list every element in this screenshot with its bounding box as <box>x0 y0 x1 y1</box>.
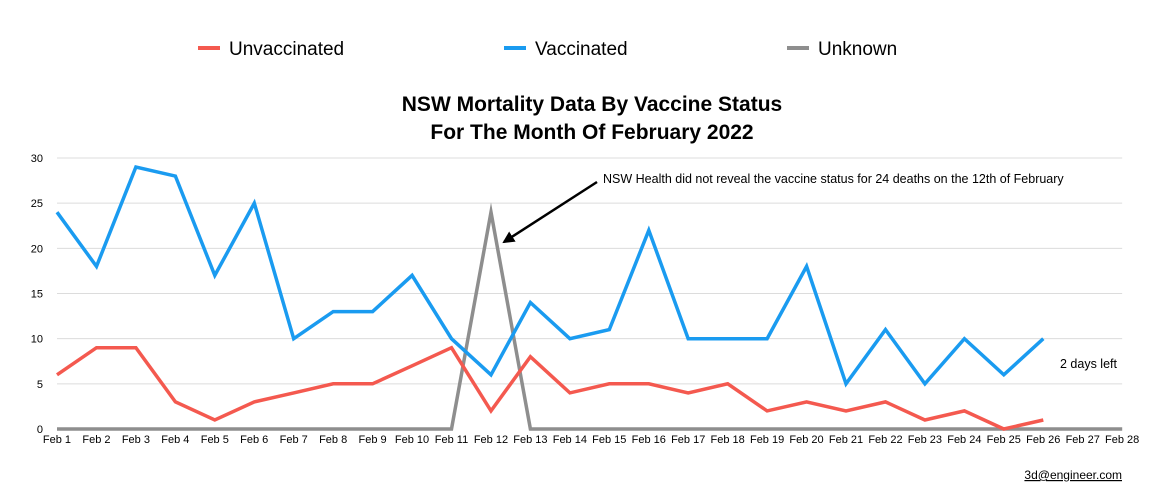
chart-legend: Unvaccinated Vaccinated Unknown <box>198 39 897 60</box>
legend-label-unknown: Unknown <box>818 39 897 60</box>
x-tick-label: Feb 2 <box>82 434 110 446</box>
legend-label-vaccinated: Vaccinated <box>535 39 628 60</box>
x-tick-label: Feb 21 <box>829 434 863 446</box>
y-tick-label: 5 <box>37 379 43 391</box>
chart-title-line-2: For The Month Of February 2022 <box>430 121 753 144</box>
annotation-text: NSW Health did not reveal the vaccine st… <box>603 172 1064 186</box>
x-axis-ticks: Feb 1 Feb 2 Feb 3 Feb 4 Feb 5 Feb 6 Feb 7 Feb 8… <box>43 434 1139 446</box>
x-tick-label: Feb 6 <box>240 434 268 446</box>
x-tick-label: Feb 8 <box>319 434 347 446</box>
y-tick-label: 15 <box>31 289 43 301</box>
y-tick-label: 20 <box>31 243 43 255</box>
x-tick-label: Feb 16 <box>632 434 666 446</box>
series-line-unvaccinated <box>56 345 1044 431</box>
x-tick-label: Feb 26 <box>1026 434 1060 446</box>
days-left-note: 2 days left <box>1060 357 1118 371</box>
x-tick-label: Feb 12 <box>474 434 508 446</box>
x-tick-label: Feb 25 <box>987 434 1021 446</box>
gridlines <box>57 157 1123 385</box>
annotation-arrow <box>502 180 598 244</box>
x-tick-label: Feb 10 <box>395 434 429 446</box>
x-tick-label: Feb 9 <box>359 434 387 446</box>
x-tick-label: Feb 15 <box>592 434 626 446</box>
x-tick-label: Feb 3 <box>122 434 150 446</box>
y-tick-label: 25 <box>31 198 43 210</box>
y-tick-label: 0 <box>37 424 43 436</box>
chart-title-line-1: NSW Mortality Data By Vaccine Status <box>402 93 782 116</box>
series-line-vaccinated <box>55 164 1045 388</box>
x-tick-label: Feb 1 <box>43 434 71 446</box>
x-tick-label: Feb 19 <box>750 434 784 446</box>
x-tick-label: Feb 14 <box>553 434 587 446</box>
x-tick-label: Feb 23 <box>908 434 942 446</box>
x-tick-label: Feb 11 <box>435 434 468 446</box>
x-tick-label: Feb 27 <box>1066 434 1100 446</box>
x-tick-label: Feb 28 <box>1105 434 1139 446</box>
y-axis-ticks: 0 5 10 15 20 25 30 <box>31 153 43 436</box>
credit-footer: 3d@engineer.com <box>1024 468 1122 482</box>
x-tick-label: Feb 22 <box>868 434 902 446</box>
x-tick-label: Feb 18 <box>711 434 745 446</box>
series-line-unknown <box>57 202 1123 431</box>
y-tick-label: 30 <box>31 153 43 165</box>
x-tick-label: Feb 7 <box>280 434 308 446</box>
legend-label-unvaccinated: Unvaccinated <box>229 39 344 60</box>
y-tick-label: 10 <box>31 334 43 346</box>
x-tick-label: Feb 13 <box>513 434 547 446</box>
x-tick-label: Feb 17 <box>671 434 705 446</box>
x-tick-label: Feb 5 <box>201 434 229 446</box>
x-tick-label: Feb 20 <box>789 434 823 446</box>
x-tick-label: Feb 24 <box>947 434 981 446</box>
series-layer <box>55 164 1123 431</box>
x-tick-label: Feb 4 <box>161 434 189 446</box>
